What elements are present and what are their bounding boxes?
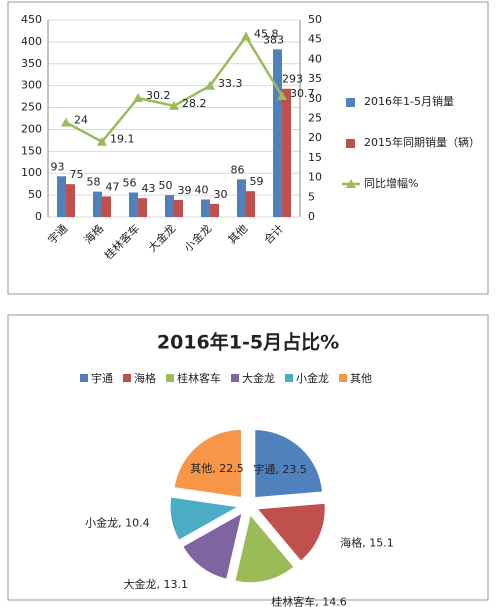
data-label: 19.1 bbox=[110, 133, 135, 146]
y2-tick-label: 50 bbox=[308, 13, 322, 26]
data-label: 24 bbox=[74, 113, 88, 126]
bar bbox=[93, 191, 102, 217]
legend-label: 2015年同期销量（辆） bbox=[364, 135, 480, 149]
legend-swatch bbox=[285, 374, 293, 382]
line-marker bbox=[61, 117, 71, 127]
pie-slice bbox=[169, 496, 240, 541]
bar bbox=[237, 179, 246, 217]
line-marker bbox=[97, 136, 107, 146]
legend-label: 同比增幅% bbox=[364, 176, 418, 190]
data-label: 56 bbox=[123, 176, 137, 189]
data-label: 30.2 bbox=[146, 89, 171, 102]
legend-swatch bbox=[339, 374, 347, 382]
data-label: 59 bbox=[250, 175, 264, 188]
legend-label: 2016年1-5月销量 bbox=[364, 94, 454, 108]
line-marker bbox=[133, 93, 143, 103]
data-label: 30.7 bbox=[290, 87, 315, 100]
legend-swatch bbox=[80, 374, 88, 382]
legend-swatch bbox=[346, 139, 355, 148]
y-tick-label: 300 bbox=[21, 79, 42, 92]
data-label: 海格, 15.1 bbox=[340, 536, 394, 550]
data-label: 30 bbox=[214, 188, 228, 201]
line-marker bbox=[205, 80, 215, 90]
data-label: 86 bbox=[231, 163, 245, 176]
data-label: 293 bbox=[282, 73, 303, 86]
data-label: 40 bbox=[195, 183, 209, 196]
bar bbox=[201, 199, 210, 217]
pie-slice bbox=[182, 512, 243, 580]
pie-slice bbox=[234, 513, 295, 584]
legend-swatch bbox=[123, 374, 131, 382]
bar bbox=[57, 176, 66, 217]
y-tick-label: 350 bbox=[21, 57, 42, 70]
bar bbox=[246, 191, 255, 217]
data-label: 43 bbox=[142, 182, 156, 195]
data-label: 宇通, 23.5 bbox=[253, 463, 307, 476]
legend-label: 桂林客车 bbox=[177, 371, 221, 385]
data-label: 93 bbox=[51, 160, 65, 173]
y-tick-label: 250 bbox=[21, 101, 42, 114]
data-label: 58 bbox=[87, 176, 101, 189]
y-tick-label: 200 bbox=[21, 122, 42, 135]
legend-label: 宇通 bbox=[91, 372, 113, 385]
legend-swatch bbox=[231, 374, 239, 382]
pie-slice bbox=[254, 429, 324, 499]
data-label: 47 bbox=[106, 180, 120, 193]
legend-swatch bbox=[346, 98, 355, 107]
legend-label: 海格 bbox=[134, 371, 156, 385]
chart-frame bbox=[7, 1, 489, 295]
y2-tick-label: 15 bbox=[308, 151, 322, 164]
y-tick-label: 50 bbox=[28, 188, 42, 201]
y2-tick-label: 45 bbox=[308, 33, 322, 46]
line-marker bbox=[169, 100, 179, 110]
bar bbox=[138, 198, 147, 217]
y-tick-label: 100 bbox=[21, 166, 42, 179]
y2-tick-label: 5 bbox=[308, 190, 315, 203]
pie-slice bbox=[256, 502, 326, 562]
y2-tick-label: 35 bbox=[308, 72, 322, 85]
data-label: 其他, 22.5 bbox=[190, 462, 244, 475]
y-tick-label: 400 bbox=[21, 35, 42, 48]
y2-tick-label: 25 bbox=[308, 112, 322, 125]
chart-title: 2016年1-5月占比% bbox=[157, 331, 339, 354]
data-label: 大金龙, 13.1 bbox=[124, 577, 189, 591]
legend-marker bbox=[346, 179, 356, 188]
legend-label: 大金龙 bbox=[242, 371, 275, 385]
bar bbox=[129, 192, 138, 217]
y2-tick-label: 0 bbox=[308, 210, 315, 223]
bar bbox=[165, 195, 174, 217]
y2-tick-label: 10 bbox=[308, 171, 322, 184]
data-label: 50 bbox=[159, 179, 173, 192]
line-marker bbox=[241, 31, 251, 41]
data-label: 28.2 bbox=[182, 97, 207, 110]
pie-slice bbox=[173, 428, 242, 499]
y2-tick-label: 20 bbox=[308, 131, 322, 144]
y-tick-label: 0 bbox=[35, 210, 42, 223]
bar bbox=[282, 88, 291, 217]
legend-label: 其他 bbox=[350, 372, 372, 385]
y-tick-label: 450 bbox=[21, 13, 42, 26]
y-tick-label: 150 bbox=[21, 144, 42, 157]
line-marker bbox=[277, 91, 287, 101]
bar bbox=[174, 199, 183, 217]
bar bbox=[210, 203, 219, 217]
data-label: 45.8 bbox=[254, 28, 279, 41]
bar bbox=[273, 49, 282, 217]
data-label: 桂林客车, 14.6 bbox=[271, 594, 347, 607]
legend-swatch bbox=[166, 374, 174, 382]
bar bbox=[102, 196, 111, 217]
bar bbox=[66, 184, 75, 217]
data-label: 小金龙, 10.4 bbox=[85, 515, 150, 529]
legend-label: 小金龙 bbox=[296, 371, 329, 385]
data-label: 39 bbox=[178, 184, 192, 197]
y2-tick-label: 40 bbox=[308, 52, 322, 65]
data-label: 75 bbox=[70, 168, 84, 181]
y2-tick-label: 30 bbox=[308, 92, 322, 105]
data-label: 383 bbox=[263, 33, 284, 46]
data-label: 33.3 bbox=[218, 77, 243, 90]
